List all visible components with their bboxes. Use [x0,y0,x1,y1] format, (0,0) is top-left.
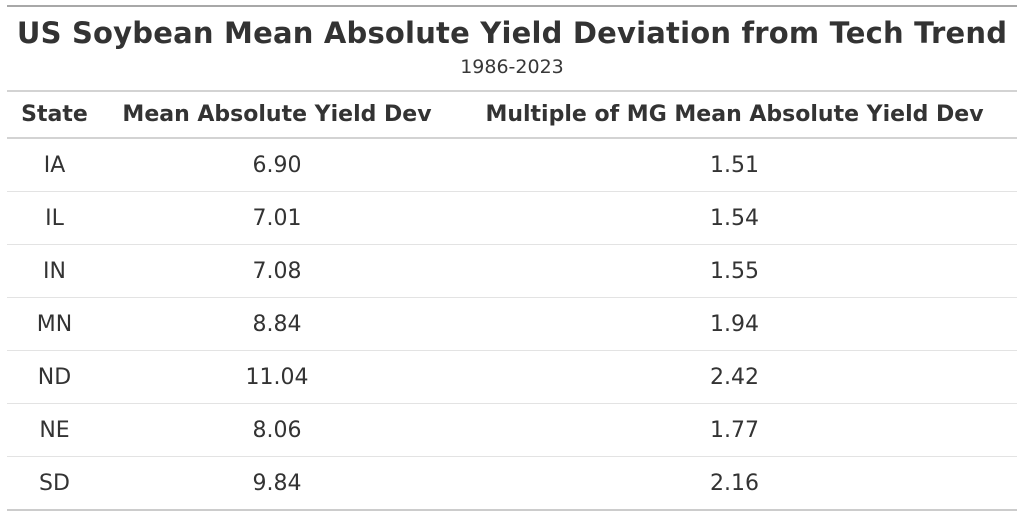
cell-mean-abs-yield-dev: 7.08 [102,244,452,298]
table-header-row: State Mean Absolute Yield Dev Multiple o… [7,90,1017,139]
cell-multiple-of-mg: 1.54 [452,191,1017,245]
cell-mean-abs-yield-dev: 9.84 [252,470,302,496]
table-row: ND 11.04 2.42 [7,350,1017,404]
cell-mean-abs-yield-dev: 8.06 [102,403,452,457]
cell-state: MN [7,297,102,351]
column-header-mean-abs-yield-dev: Mean Absolute Yield Dev [102,90,452,139]
cell-multiple-of-mg: 1.55 [452,244,1017,298]
table-row: NE 8.06 1.77 [7,403,1017,457]
yield-deviation-table: State Mean Absolute Yield Dev Multiple o… [7,90,1017,509]
cell-state: IN [7,244,102,298]
table-row: MN 8.84 1.94 [7,297,1017,351]
cell-multiple-of-mg: 1.51 [452,138,1017,192]
cell-multiple-of-mg: 1.94 [452,297,1017,351]
table-heading: US Soybean Mean Absolute Yield Deviation… [7,7,1017,90]
cell-state: NE [7,403,102,457]
cell-mean-abs-yield-dev: 6.90 [102,138,452,192]
cell-state: IL [7,191,102,245]
table-row: SD 9.84 2.16 [7,457,1017,510]
page-title: US Soybean Mean Absolute Yield Deviation… [16,16,1008,50]
page-subtitle: 1986-2023 [460,56,564,78]
cell-state: SD [39,470,70,496]
cell-multiple-of-mg: 2.42 [452,350,1017,404]
cell-mean-abs-yield-dev: 8.84 [102,297,452,351]
cell-multiple-of-mg: 2.16 [710,470,759,496]
table-row: IA 6.90 1.51 [7,138,1017,192]
cell-state: IA [7,138,102,192]
cell-multiple-of-mg: 1.77 [452,403,1017,457]
cell-mean-abs-yield-dev: 7.01 [102,191,452,245]
cell-mean-abs-yield-dev: 11.04 [102,350,452,404]
yield-deviation-table-container: US Soybean Mean Absolute Yield Deviation… [7,5,1017,511]
column-header-state: State [7,90,102,139]
column-header-multiple-of-mg: Multiple of MG Mean Absolute Yield Dev [452,90,1017,139]
table-row: IN 7.08 1.55 [7,244,1017,298]
table-row: IL 7.01 1.54 [7,191,1017,245]
cell-state: ND [7,350,102,404]
